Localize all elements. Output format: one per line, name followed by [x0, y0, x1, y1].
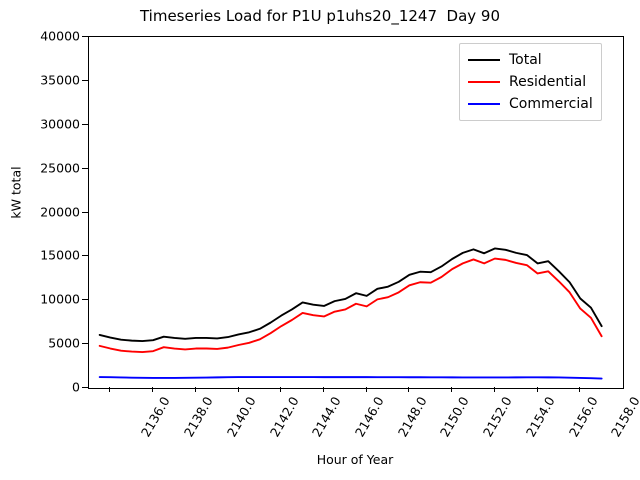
y-tick-label: 10000 — [40, 291, 80, 307]
x-tick-mark — [493, 387, 495, 392]
series-line-total — [98, 247, 603, 342]
legend-label: Commercial — [509, 96, 593, 112]
x-tick-mark — [408, 387, 410, 392]
y-tick-mark — [82, 343, 88, 345]
y-tick-label: 30000 — [40, 116, 80, 132]
x-axis-label: Hour of Year — [316, 452, 394, 467]
legend-label: Residential — [509, 74, 587, 90]
x-axis-tick-marks — [88, 387, 623, 397]
x-tick-mark — [280, 387, 282, 392]
x-tick-label: 2140.0 — [223, 394, 259, 440]
legend-item[interactable]: Residential — [468, 71, 593, 93]
y-tick-mark — [82, 36, 88, 37]
x-tick-mark — [152, 387, 154, 392]
y-tick-mark — [82, 167, 88, 169]
y-tick-label: 15000 — [40, 247, 80, 263]
x-tick-label: 2154.0 — [522, 394, 558, 440]
x-tick-mark — [322, 387, 324, 392]
y-tick-mark — [82, 255, 88, 257]
y-axis-tick-labels: 0 5000 10000 15000 20000 25000 30000 35000 40000 — [0, 29, 80, 395]
x-tick-label: 2142.0 — [266, 394, 302, 440]
plot-lines — [98, 247, 603, 380]
legend-color-swatch-icon — [468, 59, 500, 61]
legend-color-swatch-icon — [468, 81, 500, 83]
legend-color-swatch-icon — [468, 103, 500, 105]
y-tick-label: 35000 — [40, 72, 80, 88]
x-tick-mark — [365, 387, 367, 392]
x-tick-mark — [194, 387, 196, 392]
legend-item[interactable]: Total — [468, 49, 593, 71]
chart-title: Timeseries Load for P1U p1uhs20_1247 Day… — [139, 7, 501, 25]
x-tick-label: 2152.0 — [479, 394, 515, 440]
x-tick-label: 2144.0 — [309, 394, 344, 440]
y-tick-mark — [82, 211, 88, 213]
y-tick-mark — [82, 123, 88, 125]
x-tick-label: 2136.0 — [138, 394, 174, 440]
y-tick-label: 0 — [72, 379, 80, 395]
x-tick-label: 2138.0 — [180, 394, 216, 440]
y-tick-mark — [82, 299, 88, 301]
x-tick-label: 2156.0 — [565, 394, 601, 440]
y-tick-label: 25000 — [40, 160, 80, 176]
y-tick-label: 40000 — [40, 28, 80, 44]
x-tick-label: 2148.0 — [394, 394, 430, 440]
legend-item[interactable]: Commercial — [468, 93, 593, 115]
legend-label: Total — [509, 52, 542, 68]
y-axis-tick-marks — [0, 36, 90, 388]
x-tick-mark — [109, 387, 111, 392]
x-tick-mark — [451, 387, 453, 392]
x-tick-label: 2158.0 — [608, 394, 640, 440]
series-line-commercial — [98, 376, 603, 380]
x-tick-mark — [237, 387, 239, 392]
x-tick-mark — [536, 387, 538, 392]
x-tick-label: 2150.0 — [437, 394, 473, 440]
chart-legend: Total Residential Commercial — [459, 43, 602, 121]
y-tick-label: 5000 — [48, 335, 80, 351]
y-tick-mark — [82, 387, 88, 388]
x-tick-label: 2146.0 — [351, 394, 387, 440]
series-line-residential — [98, 257, 603, 353]
x-tick-mark — [579, 387, 581, 392]
y-tick-mark — [82, 79, 88, 81]
y-tick-label: 20000 — [40, 204, 80, 219]
